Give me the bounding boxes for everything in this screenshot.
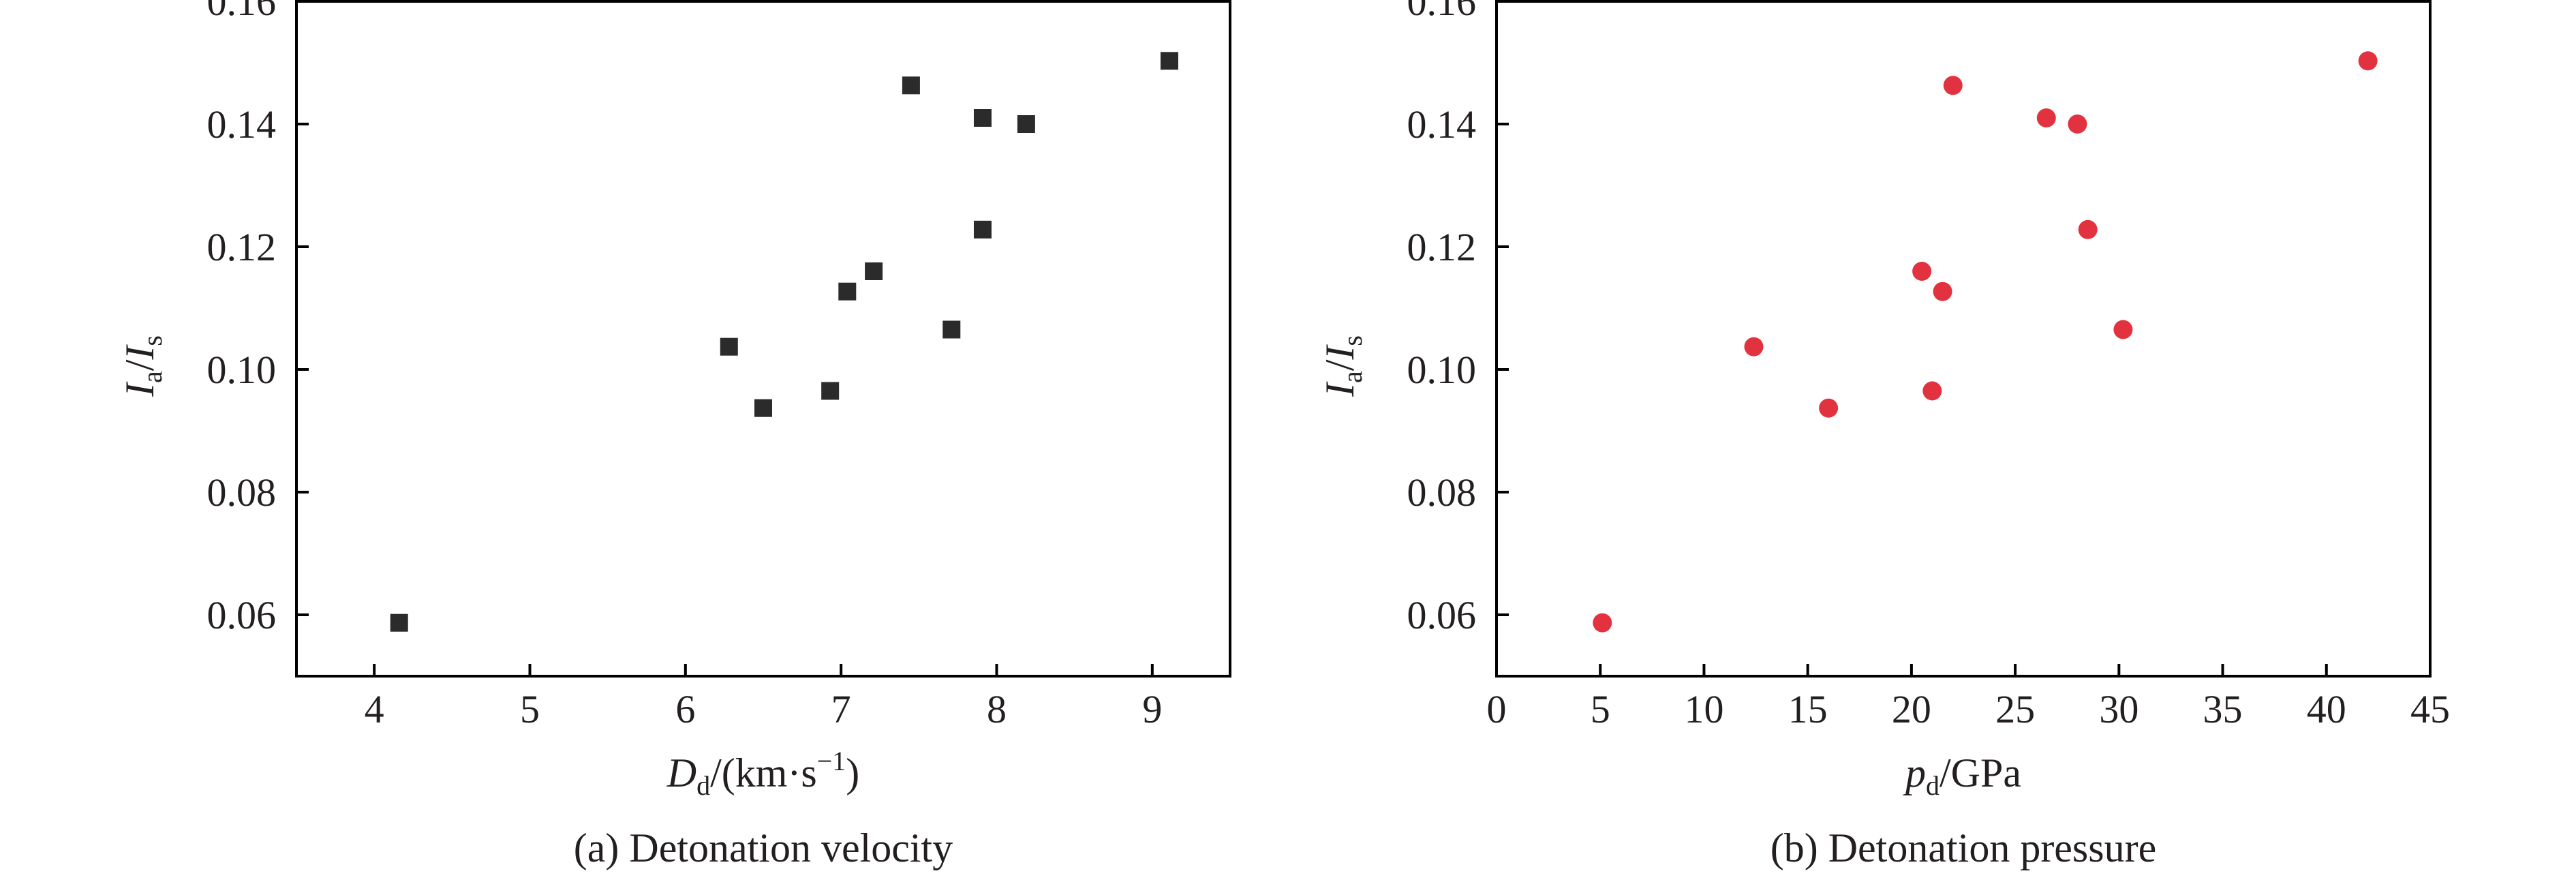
data-point bbox=[838, 282, 857, 301]
y-tick-label: 0.06 bbox=[1407, 593, 1477, 637]
data-point bbox=[1922, 381, 1942, 401]
x-tick-label: 4 bbox=[365, 687, 384, 731]
x-tick-label: 15 bbox=[1788, 687, 1828, 731]
y-tick-label: 0.06 bbox=[207, 593, 277, 637]
y-tick-label: 0.16 bbox=[1407, 0, 1477, 24]
chart-panel-a: 4 5 6 7 8 9 0.06 0.08 0.10 0.12 0.14 0.16 Ia/Is Dd/(k… bbox=[117, 0, 1231, 870]
data-point bbox=[1943, 76, 1963, 95]
chart-panel-b: 0 5 10 15 20 25 30 35 40 45 0.06 0.08 0.10 0.12 0.14 0.… bbox=[1317, 0, 2450, 870]
data-point bbox=[1160, 52, 1178, 70]
data-point bbox=[720, 337, 738, 356]
x-tick-label: 5 bbox=[1591, 687, 1610, 731]
y-tick-label: 0.14 bbox=[207, 102, 277, 147]
data-point bbox=[2358, 51, 2378, 71]
x-tick-label: 6 bbox=[675, 687, 695, 731]
x-axis-title: pd/GPa bbox=[1903, 750, 2021, 801]
data-point bbox=[1933, 282, 1952, 301]
data-point bbox=[1593, 613, 1612, 633]
x-tick-label: 40 bbox=[2307, 687, 2346, 731]
data-point bbox=[1017, 115, 1035, 133]
panel-caption: (a) Detonation velocity bbox=[574, 825, 953, 870]
x-tick-label: 10 bbox=[1684, 687, 1723, 731]
panel-caption: (b) Detonation pressure bbox=[1770, 825, 2156, 870]
y-tick-label: 0.10 bbox=[207, 348, 277, 392]
y-tick-label: 0.16 bbox=[207, 0, 277, 24]
x-tick-label: 45 bbox=[2410, 687, 2450, 731]
y-tick-label: 0.14 bbox=[1407, 102, 1477, 147]
x-tick-label: 8 bbox=[987, 687, 1007, 731]
x-tick-label: 20 bbox=[1892, 687, 1931, 731]
y-axis-title: Ia/Is bbox=[1317, 335, 1368, 397]
data-point bbox=[973, 109, 992, 127]
data-point bbox=[754, 399, 772, 417]
y-tick-label: 0.08 bbox=[1407, 470, 1477, 515]
x-axis-title: Dd/(km·s−1) bbox=[666, 746, 860, 801]
data-point bbox=[942, 320, 961, 339]
x-tick-label: 0 bbox=[1487, 687, 1507, 731]
data-point bbox=[2036, 108, 2056, 127]
data-point bbox=[2068, 115, 2087, 134]
y-tick-label: 0.12 bbox=[1407, 225, 1477, 269]
x-tick-label: 25 bbox=[1995, 687, 2035, 731]
data-point bbox=[1819, 398, 1839, 418]
y-axis-title: Ia/Is bbox=[117, 335, 168, 397]
x-tick-label: 35 bbox=[2203, 687, 2243, 731]
y-tick-label: 0.10 bbox=[1407, 348, 1477, 392]
y-tick-label: 0.08 bbox=[207, 470, 277, 515]
data-point bbox=[973, 220, 992, 239]
data-point bbox=[902, 76, 920, 95]
data-point bbox=[1912, 262, 1932, 281]
x-tick-label: 30 bbox=[2099, 687, 2138, 731]
plot-frame bbox=[295, 0, 1231, 678]
data-point bbox=[390, 613, 408, 632]
x-tick-label: 9 bbox=[1142, 687, 1162, 731]
y-tick-label: 0.12 bbox=[207, 225, 277, 269]
data-point bbox=[821, 382, 840, 400]
x-tick-label: 7 bbox=[831, 687, 851, 731]
data-point bbox=[865, 262, 883, 280]
data-point bbox=[1744, 337, 1764, 356]
x-tick-label: 5 bbox=[520, 687, 540, 731]
plot-frame bbox=[1495, 0, 2432, 678]
data-point bbox=[2113, 320, 2133, 339]
data-point bbox=[2078, 219, 2098, 239]
